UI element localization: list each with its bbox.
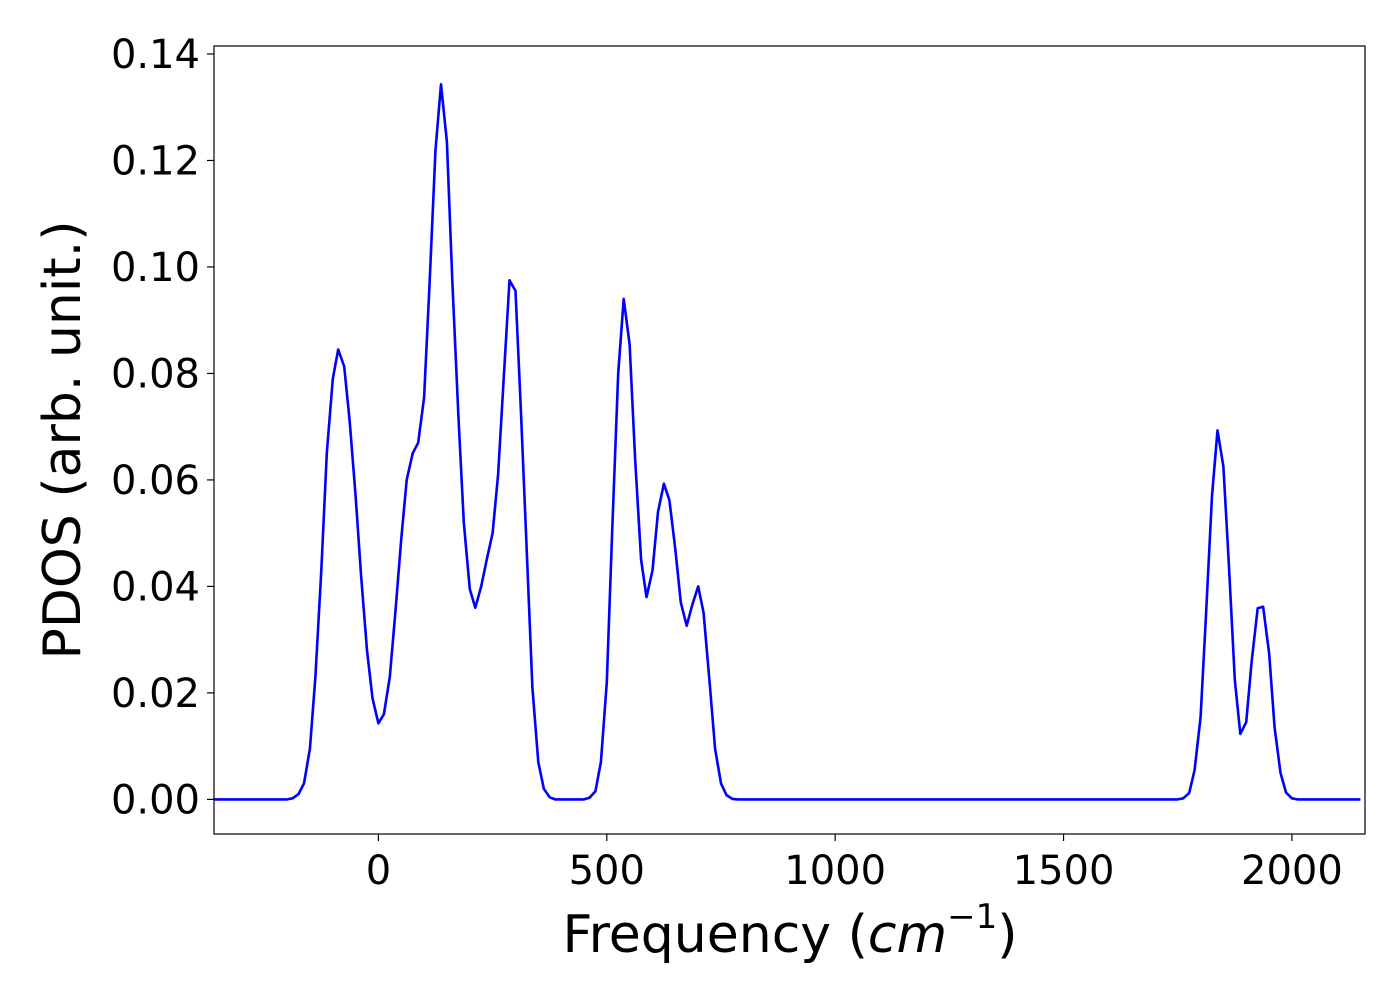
x-tick-label: 1000 bbox=[784, 848, 886, 894]
series-layer bbox=[214, 83, 1361, 801]
y-tick-label: 0.04 bbox=[111, 564, 200, 610]
x-axis-ticks: 0 500 1000 1500 2000 bbox=[366, 834, 1343, 894]
y-tick-label: 0.14 bbox=[111, 32, 200, 78]
y-tick-label: 0.12 bbox=[111, 138, 200, 184]
y-tick-label: 0.02 bbox=[111, 671, 200, 717]
y-tick-label: 0.08 bbox=[111, 351, 200, 397]
y-tick-label: 0.06 bbox=[111, 458, 200, 504]
x-tick-label: 500 bbox=[569, 848, 645, 894]
y-tick-label: 0.10 bbox=[111, 245, 200, 291]
x-tick-label: 1500 bbox=[1013, 848, 1115, 894]
y-axis-label: PDOS (arb. unit.) bbox=[33, 220, 93, 659]
plot-area-frame bbox=[213, 45, 1366, 835]
y-tick-label: 0.00 bbox=[111, 777, 200, 823]
x-axis-label: Frequency (cm−1) bbox=[562, 897, 1017, 965]
series-line-0 bbox=[214, 83, 1361, 801]
y-axis-ticks: 0.00 0.02 0.04 0.06 0.08 0.10 0.12 0.14 bbox=[111, 32, 214, 823]
x-tick-label: 2000 bbox=[1241, 848, 1343, 894]
x-tick-label: 0 bbox=[366, 848, 391, 894]
